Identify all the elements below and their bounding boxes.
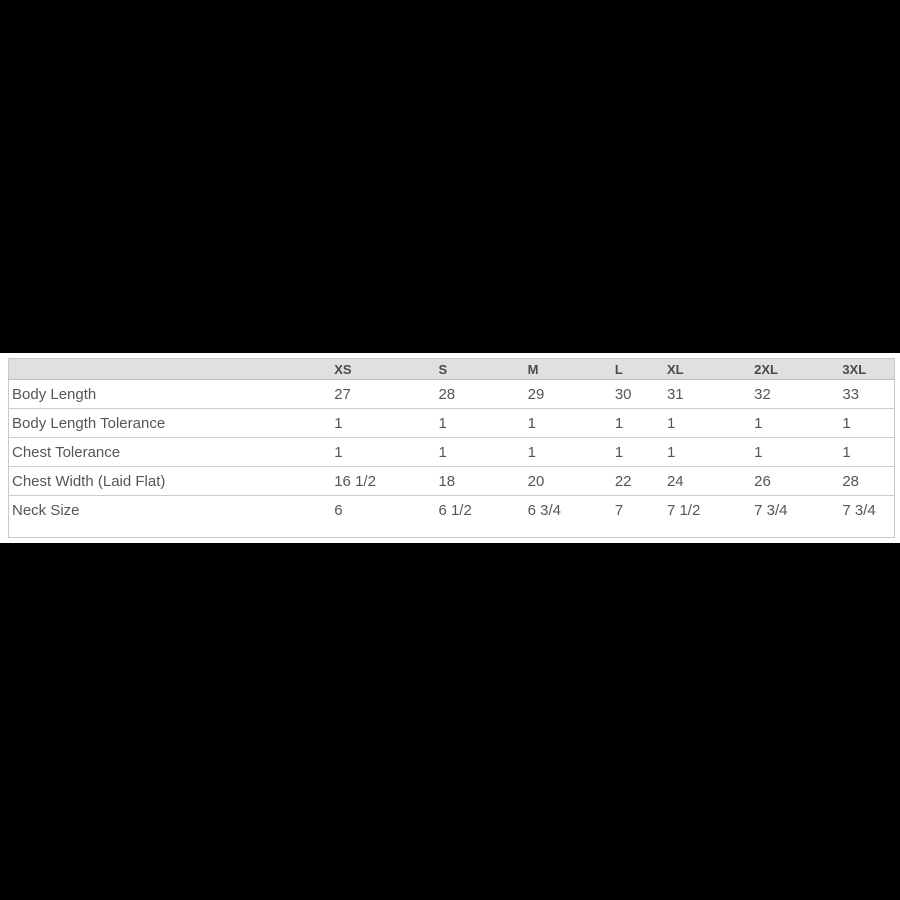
cell: 1 — [524, 408, 612, 438]
cell: 18 — [435, 466, 525, 496]
size-chart-table: XS S M L XL 2XL 3XL Body Length 27 28 29 30 31 32 33 B… — [8, 358, 895, 538]
cell: 1 — [331, 408, 436, 438]
cell: 32 — [754, 385, 771, 403]
column-header-2xl: 2XL — [751, 358, 840, 380]
table-row: Body Length 27 28 29 30 31 32 33 — [9, 380, 895, 409]
row-label: Body Length Tolerance — [8, 408, 332, 438]
cell: 1 — [663, 408, 752, 438]
cell: 33 — [842, 385, 859, 403]
corner-cell — [8, 358, 332, 380]
cell: 1 — [524, 437, 612, 467]
row-label: Chest Width (Laid Flat) — [8, 466, 332, 496]
cell: 24 — [663, 466, 752, 496]
cell: 6 — [331, 495, 436, 538]
cell: 16 1/2 — [331, 466, 436, 496]
cell: 7 3/4 — [839, 495, 895, 538]
cell: 1 — [751, 437, 840, 467]
cell: 1 — [435, 437, 525, 467]
cell: 7 3/4 — [751, 495, 840, 538]
cell: 6 3/4 — [524, 495, 612, 538]
cell: 26 — [751, 466, 840, 496]
cell: 31 — [666, 385, 684, 403]
cell: 30 — [614, 385, 632, 403]
column-header-xs: XS — [331, 358, 436, 380]
cell: 1 — [331, 437, 436, 467]
column-header-m: M — [524, 358, 612, 380]
column-header-s: S — [435, 358, 525, 380]
size-chart-header-row: XS S M L XL 2XL 3XL — [8, 358, 895, 380]
cell: 28 — [438, 385, 456, 403]
cell: 7 — [611, 495, 664, 538]
cell: 1 — [839, 437, 895, 467]
column-header-3xl: 3XL — [839, 358, 895, 380]
table-row: Chest Width (Laid Flat) 16 1/2 18 20 22 24 26 2… — [8, 466, 895, 496]
cell: 20 — [524, 466, 612, 496]
table-row: Neck Size 6 6 1/2 6 3/4 7 7 1/2 7 3/4 7 3/4 — [8, 495, 895, 538]
size-chart-panel: XS S M L XL 2XL 3XL Body Length 27 28 29 30 31 32 33 B… — [0, 353, 900, 543]
table-row: Chest Tolerance 1 1 1 1 1 1 1 — [8, 437, 895, 467]
cell: 1 — [663, 437, 752, 467]
row-label: Body Length — [12, 385, 97, 403]
cell: 28 — [839, 466, 895, 496]
cell: 22 — [611, 466, 664, 496]
cell: 1 — [611, 437, 664, 467]
cell: 7 1/2 — [663, 495, 752, 538]
row-label: Chest Tolerance — [8, 437, 332, 467]
cell: 1 — [839, 408, 895, 438]
cell: 6 1/2 — [435, 495, 525, 538]
size-chart-body: Body Length 27 28 29 30 31 32 33 Body Length Tol… — [8, 380, 895, 538]
table-row: Body Length Tolerance 1 1 1 1 1 1 1 — [8, 408, 895, 438]
cell: 1 — [751, 408, 840, 438]
cell: 27 — [334, 385, 351, 403]
cell: 1 — [611, 408, 664, 438]
column-header-l: L — [611, 358, 664, 380]
column-header-xl: XL — [663, 358, 752, 380]
cell: 1 — [435, 408, 525, 438]
cell: 29 — [527, 385, 545, 403]
row-label: Neck Size — [8, 495, 332, 538]
